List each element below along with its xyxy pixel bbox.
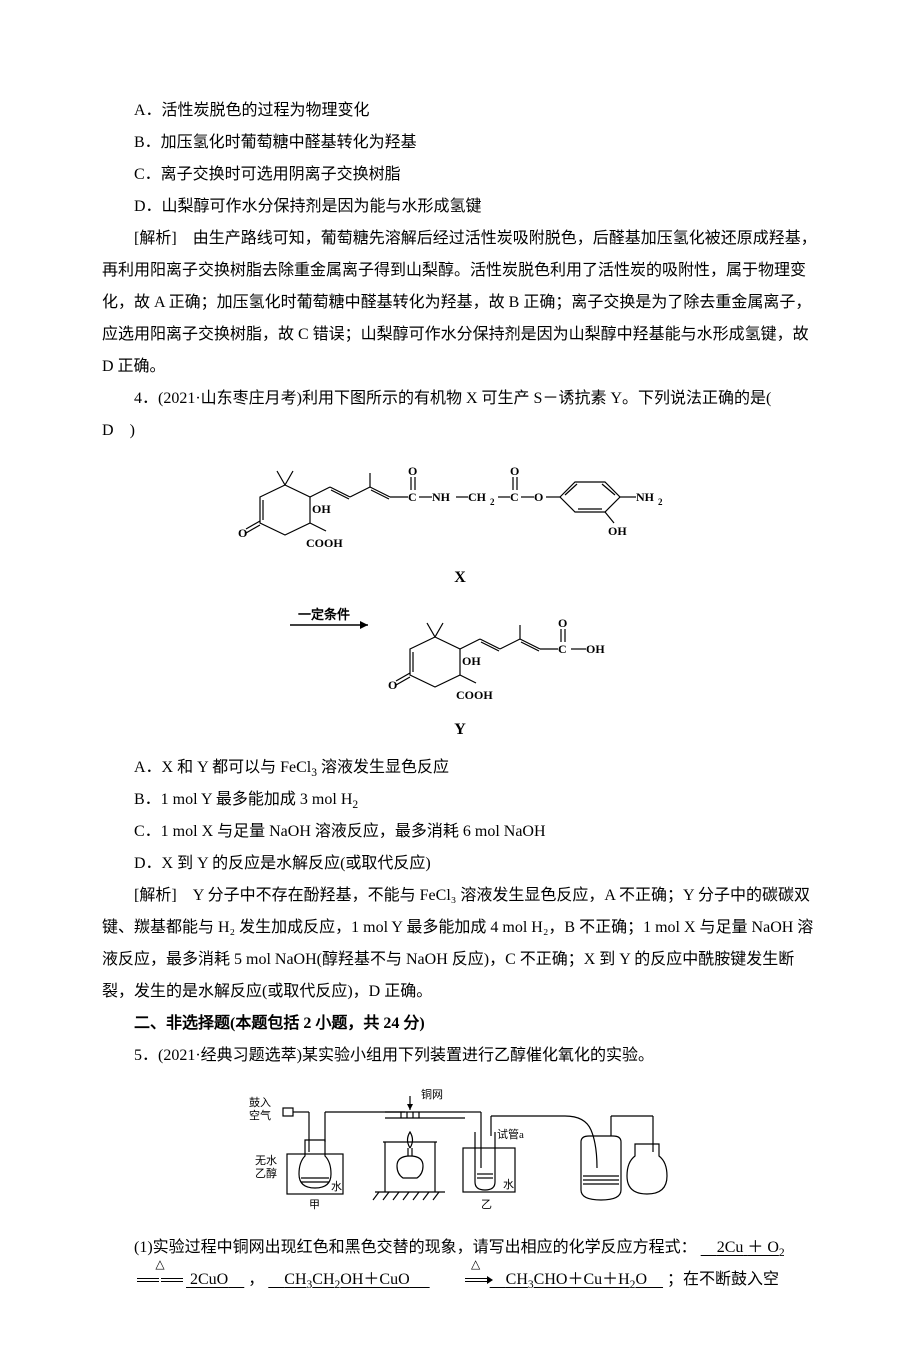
explanation-text: 由生产路线可知，葡萄糖先溶解后经过活性炭吸附脱色，后醛基加压氢化被还原成羟基，再… xyxy=(102,230,817,375)
q5-sub1: (1)实验过程中铜网出现红色和黑色交替的现象，请写出相应的化学反应方程式： 2C… xyxy=(102,1232,818,1296)
svg-text:O: O xyxy=(388,678,397,692)
svg-text:NH: NH xyxy=(636,490,655,504)
svg-text:乙: 乙 xyxy=(481,1198,492,1211)
svg-text:CH: CH xyxy=(468,490,487,504)
svg-text:一定条件: 一定条件 xyxy=(298,607,350,622)
eq2-condition-triangle xyxy=(430,1264,490,1296)
explanation-2: [解析] Y 分子中不存在酚羟基，不能与 FeCl₃ 溶液发生显色反应，A 不正… xyxy=(102,880,818,1008)
svg-text:2: 2 xyxy=(490,497,495,507)
eq-condition-triangle xyxy=(102,1264,186,1296)
svg-text:O: O xyxy=(534,490,543,504)
explanation2-label: [解析] xyxy=(134,887,177,904)
q4-stem-prefix: 4．(2021·山东枣庄月考)利用下图所示的有机物 X 可生产 S－诱抗素 Y。… xyxy=(134,390,787,407)
q4-option-b: B．1 mol Y 最多能加成 3 mol H2 xyxy=(102,784,818,816)
svg-text:铜网: 铜网 xyxy=(421,1087,443,1101)
svg-text:O: O xyxy=(408,464,417,478)
svg-text:OH: OH xyxy=(608,524,627,538)
q4-option-a: A．X 和 Y 都可以与 FeCl3 溶液发生显色反应 xyxy=(102,752,818,784)
eq1-plus: ＋ O xyxy=(747,1239,779,1256)
explanation-label: [解析] xyxy=(134,230,177,247)
svg-text:水: 水 xyxy=(503,1178,514,1191)
svg-text:空气: 空气 xyxy=(249,1108,271,1122)
svg-text:乙醇: 乙醇 xyxy=(255,1166,277,1180)
q4-opt-a-text: A．X 和 Y 都可以与 FeCl xyxy=(134,759,311,776)
figure-molecule-y: 一定条件 O OH COOH C O OH Y xyxy=(102,599,818,741)
option-c: C．离子交换时可选用阴离子交换树脂 xyxy=(102,159,818,191)
svg-text:C: C xyxy=(408,490,417,504)
eq1-lhs: 2Cu xyxy=(717,1239,744,1256)
option-d: D．山梨醇可作水分保持剂是因为能与水形成氢键 xyxy=(102,191,818,223)
figure-apparatus: 鼓入 空气 无水 乙醇 水 铜网 试管a 水 甲 乙 xyxy=(102,1082,818,1222)
figure-y-label: Y xyxy=(102,719,818,741)
q4-opt-b-text: B．1 mol Y 最多能加成 3 mol H xyxy=(134,791,352,808)
svg-text:OH: OH xyxy=(462,654,481,668)
eq2-rhs2: CHO＋Cu＋H xyxy=(534,1271,630,1288)
eq2-rhs3: O xyxy=(635,1271,647,1288)
figure-molecule-x: O OH COOH C O NH CH 2 C O O NH 2 xyxy=(102,457,818,589)
option-a: A．活性炭脱色的过程为物理变化 xyxy=(102,95,818,127)
q4-option-d: D．X 到 Y 的反应是水解反应(或取代反应) xyxy=(102,848,818,880)
q4-opt-a-tail: 溶液发生显色反应 xyxy=(317,759,449,776)
explanation2-text: Y 分子中不存在酚羟基，不能与 FeCl₃ 溶液发生显色反应，A 不正确；Y 分… xyxy=(102,887,813,1000)
figure-x-label: X xyxy=(102,567,818,589)
svg-text:O: O xyxy=(238,526,247,540)
svg-text:O: O xyxy=(510,464,519,478)
section-2-header-text: 二、非选择题(本题包括 2 小题，共 24 分) xyxy=(134,1015,425,1032)
q5-stem: 5．(2021·经典习题选萃)某实验小组用下列装置进行乙醇催化氧化的实验。 xyxy=(102,1040,818,1072)
svg-text:鼓入: 鼓入 xyxy=(249,1095,271,1109)
svg-text:水: 水 xyxy=(331,1180,342,1193)
svg-text:C: C xyxy=(510,490,519,504)
eq2-rhs1: CH xyxy=(506,1271,528,1288)
svg-text:COOH: COOH xyxy=(306,536,343,550)
q4-answer: D xyxy=(102,422,114,439)
q4-option-c: C．1 mol X 与足量 NaOH 溶液反应，最多消耗 6 mol NaOH xyxy=(102,816,818,848)
eq2: CH3CH2OH＋CuO CH3CHO＋Cu＋H2O xyxy=(268,1271,663,1288)
svg-text:2: 2 xyxy=(658,497,663,507)
eq1-rhs: 2CuO xyxy=(190,1271,228,1288)
svg-text:OH: OH xyxy=(312,502,331,516)
q5-sub1-tail: ；在不断鼓入空 xyxy=(667,1271,779,1288)
q5-comma: ， xyxy=(248,1271,264,1288)
svg-text:无水: 无水 xyxy=(255,1154,277,1167)
explanation-1: [解析] 由生产路线可知，葡萄糖先溶解后经过活性炭吸附脱色，后醛基加压氢化被还原… xyxy=(102,223,818,383)
svg-text:O: O xyxy=(558,616,567,630)
q5-sub1-prefix: (1)实验过程中铜网出现红色和黑色交替的现象，请写出相应的化学反应方程式： xyxy=(134,1239,697,1256)
svg-text:OH: OH xyxy=(586,642,605,656)
svg-text:C: C xyxy=(558,642,567,656)
eq2-lhs2: CH xyxy=(312,1271,334,1288)
eq2-lhs1: CH xyxy=(284,1271,306,1288)
eq1-sub: 2 xyxy=(779,1247,785,1259)
q4-stem-suffix: ) xyxy=(114,422,135,439)
svg-text:甲: 甲 xyxy=(309,1199,320,1211)
svg-text:试管a: 试管a xyxy=(497,1127,524,1141)
eq2-lhs3: OH＋CuO xyxy=(340,1271,409,1288)
svg-text:NH: NH xyxy=(432,490,451,504)
svg-text:COOH: COOH xyxy=(456,688,493,702)
section-2-header: 二、非选择题(本题包括 2 小题，共 24 分) xyxy=(102,1008,818,1040)
option-b: B．加压氢化时葡萄糖中醛基转化为羟基 xyxy=(102,127,818,159)
q4-stem: 4．(2021·山东枣庄月考)利用下图所示的有机物 X 可生产 S－诱抗素 Y。… xyxy=(102,383,818,447)
q4-opt-b-sub: 2 xyxy=(352,799,358,811)
